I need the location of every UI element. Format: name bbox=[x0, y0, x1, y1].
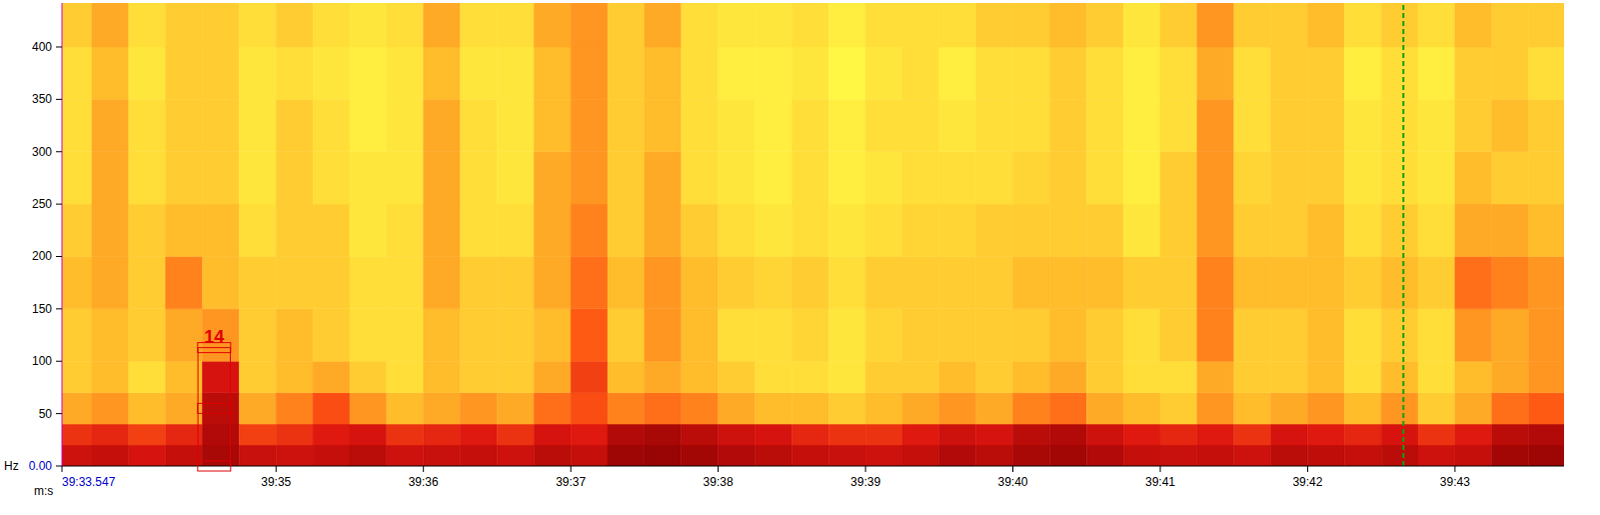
svg-text:39:38: 39:38 bbox=[703, 474, 734, 489]
html-text:Hz: Hz bbox=[3, 458, 19, 473]
svg-text:50: 50 bbox=[38, 406, 53, 421]
svg-text:39:33.547: 39:33.547 bbox=[61, 474, 116, 489]
svg-text:300: 300 bbox=[31, 144, 52, 159]
svg-text:39:42: 39:42 bbox=[1292, 474, 1323, 489]
svg-text:150: 150 bbox=[31, 301, 52, 316]
svg-text:0.00: 0.00 bbox=[28, 458, 53, 473]
svg-text:39:35: 39:35 bbox=[260, 474, 291, 489]
svg-text:100: 100 bbox=[31, 353, 52, 368]
svg-text:39:36: 39:36 bbox=[408, 474, 439, 489]
svg-text:350: 350 bbox=[31, 91, 52, 106]
svg-text:400: 400 bbox=[31, 39, 52, 54]
svg-text:250: 250 bbox=[31, 196, 52, 211]
svg-text:39:39: 39:39 bbox=[850, 474, 881, 489]
svg-text:39:41: 39:41 bbox=[1145, 474, 1176, 489]
svg-text:39:43: 39:43 bbox=[1440, 474, 1471, 489]
svg-text:14: 14 bbox=[203, 326, 224, 347]
svg-text:200: 200 bbox=[31, 248, 52, 263]
svg-text:39:40: 39:40 bbox=[998, 474, 1029, 489]
svg-text:39:37: 39:37 bbox=[555, 474, 586, 489]
html-text:m:s: m:s bbox=[33, 483, 54, 498]
